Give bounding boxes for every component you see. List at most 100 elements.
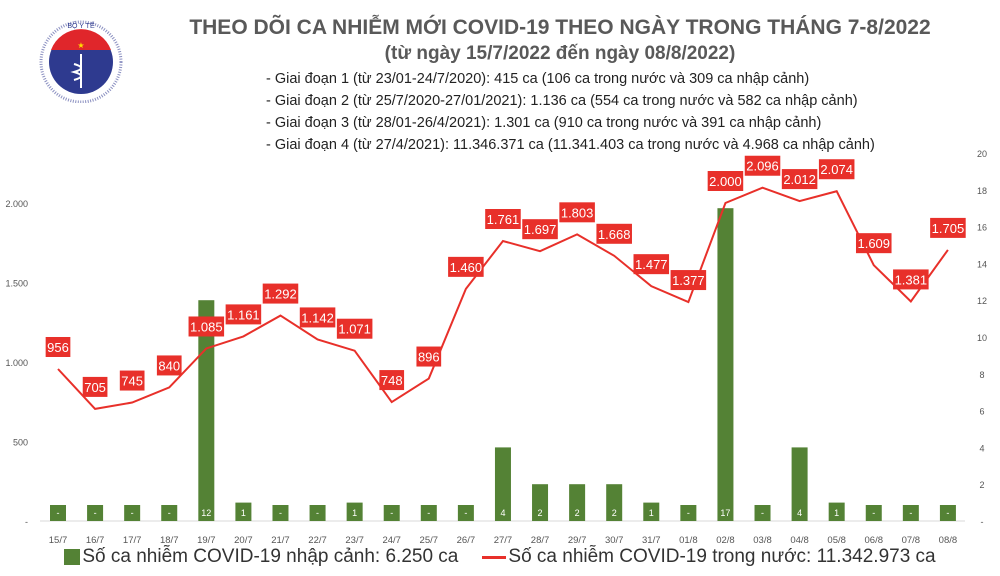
bar — [457, 505, 474, 521]
note-1: - Giai đoạn 1 (từ 23/01-24/7/2020): 415 … — [266, 71, 810, 87]
line-data-label: 1.705 — [932, 221, 965, 236]
line-data-label: 1.697 — [524, 222, 557, 237]
x-tick-label: 05/8 — [827, 535, 846, 546]
bar — [828, 502, 845, 521]
bar — [791, 447, 808, 521]
x-tick-label: 01/8 — [679, 535, 698, 546]
bar — [346, 502, 363, 521]
right-tick-label: 16 — [977, 223, 987, 233]
bar — [198, 300, 215, 521]
line-data-label: 896 — [418, 350, 440, 365]
x-tick-label: 29/7 — [568, 535, 587, 546]
line-data-label-box — [596, 223, 632, 244]
bar-data-label: 1 — [649, 508, 654, 518]
line-data-label-box — [485, 209, 521, 230]
line-data-label-box — [818, 159, 855, 180]
x-tick-label: 31/7 — [642, 535, 661, 546]
bar-data-label: 1 — [352, 508, 357, 518]
line-data-label-box — [299, 307, 336, 328]
line-data-label: 1.377 — [672, 273, 705, 288]
bar-data-label: 2 — [612, 508, 617, 518]
bar-data-label: - — [687, 508, 690, 518]
line-data-label-box — [781, 169, 818, 190]
line-data-label: 705 — [84, 380, 106, 395]
bar-data-label: - — [57, 508, 60, 518]
right-tick-label: 2 — [979, 480, 984, 490]
x-tick-label: 02/8 — [716, 535, 735, 546]
bar — [606, 484, 623, 521]
line-data-label: 1.071 — [338, 322, 371, 337]
line-data-label-box — [188, 316, 225, 337]
right-tick-label: - — [981, 517, 984, 527]
bar — [272, 505, 289, 521]
bar-data-label: - — [131, 508, 134, 518]
bar — [754, 505, 771, 521]
line-data-label: 2.000 — [709, 174, 742, 189]
legend-line-label: Số ca nhiễm COVID-19 trong nước: 11.342.… — [508, 546, 936, 567]
line-data-label: 2.074 — [820, 162, 853, 177]
line-data-label: 1.803 — [561, 205, 594, 220]
right-tick-label: 14 — [977, 259, 987, 269]
bar-data-label: - — [909, 508, 912, 518]
line-data-label: 1.381 — [895, 272, 928, 287]
svg-text:★: ★ — [77, 41, 84, 50]
line-data-label-box — [45, 336, 71, 357]
x-tick-label: 07/8 — [902, 535, 921, 546]
bar-data-label: - — [761, 508, 764, 518]
left-tick-label: 500 — [13, 438, 28, 448]
x-tick-label: 03/8 — [753, 535, 772, 546]
right-tick-label: 10 — [977, 333, 987, 343]
x-tick-label: 17/7 — [123, 535, 142, 546]
line-series — [57, 186, 949, 410]
line-data-label-box — [707, 171, 744, 191]
x-tick-label: 28/7 — [531, 535, 550, 546]
line-data-label-box — [119, 370, 145, 391]
line-data-label-box — [633, 254, 670, 275]
x-tick-label: 30/7 — [605, 535, 624, 546]
x-tick-label: 04/8 — [790, 535, 809, 546]
bar — [235, 502, 252, 521]
bar — [50, 505, 66, 521]
line-data-label: 1.609 — [857, 236, 890, 251]
bar — [865, 505, 882, 521]
bar-data-label: 12 — [201, 508, 211, 518]
left-tick-label: 1.500 — [5, 279, 28, 289]
bar — [161, 505, 178, 521]
x-tick-label: 25/7 — [420, 535, 439, 546]
bar — [532, 484, 549, 521]
bar — [643, 502, 660, 521]
line-data-label: 2.096 — [746, 159, 779, 174]
line-data-label-box — [559, 202, 595, 223]
legend-bar: Số ca nhiễm COVID-19 nhập cảnh: 6.250 ca — [64, 546, 458, 568]
x-tick-label: 23/7 — [345, 535, 364, 546]
bar — [569, 484, 586, 521]
line-data-label-box — [930, 217, 966, 238]
x-tick-label: 27/7 — [494, 535, 513, 546]
x-tick-label: 24/7 — [382, 535, 401, 546]
bar — [717, 208, 734, 521]
line-data-label-box — [82, 376, 108, 397]
left-tick-label: - — [25, 517, 28, 527]
line-data-label-box — [416, 346, 442, 367]
logo-text: BỘ Y TẾ — [67, 20, 95, 30]
line-data-label-box — [744, 155, 781, 176]
line-data-label-box — [893, 269, 929, 290]
bar — [124, 505, 141, 521]
left-tick-label: 2.000 — [5, 199, 28, 209]
x-tick-label: 18/7 — [160, 535, 179, 546]
legend-bar-swatch — [64, 549, 81, 565]
bar-data-label: 2 — [575, 508, 580, 518]
line-data-label: 840 — [158, 358, 180, 373]
right-tick-label: 6 — [979, 407, 984, 417]
bar — [494, 447, 511, 521]
line-data-label: 1.142 — [301, 310, 334, 325]
right-tick-label: 8 — [979, 370, 984, 380]
line-data-label: 1.477 — [635, 257, 668, 272]
line-data-label-box — [448, 256, 484, 277]
line-data-label-box — [670, 270, 707, 291]
bar-data-label: - — [94, 508, 97, 518]
x-tick-label: 21/7 — [271, 535, 290, 546]
line-data-label-box — [262, 283, 299, 304]
legend-line: Số ca nhiễm COVID-19 trong nước: 11.342.… — [482, 546, 936, 568]
